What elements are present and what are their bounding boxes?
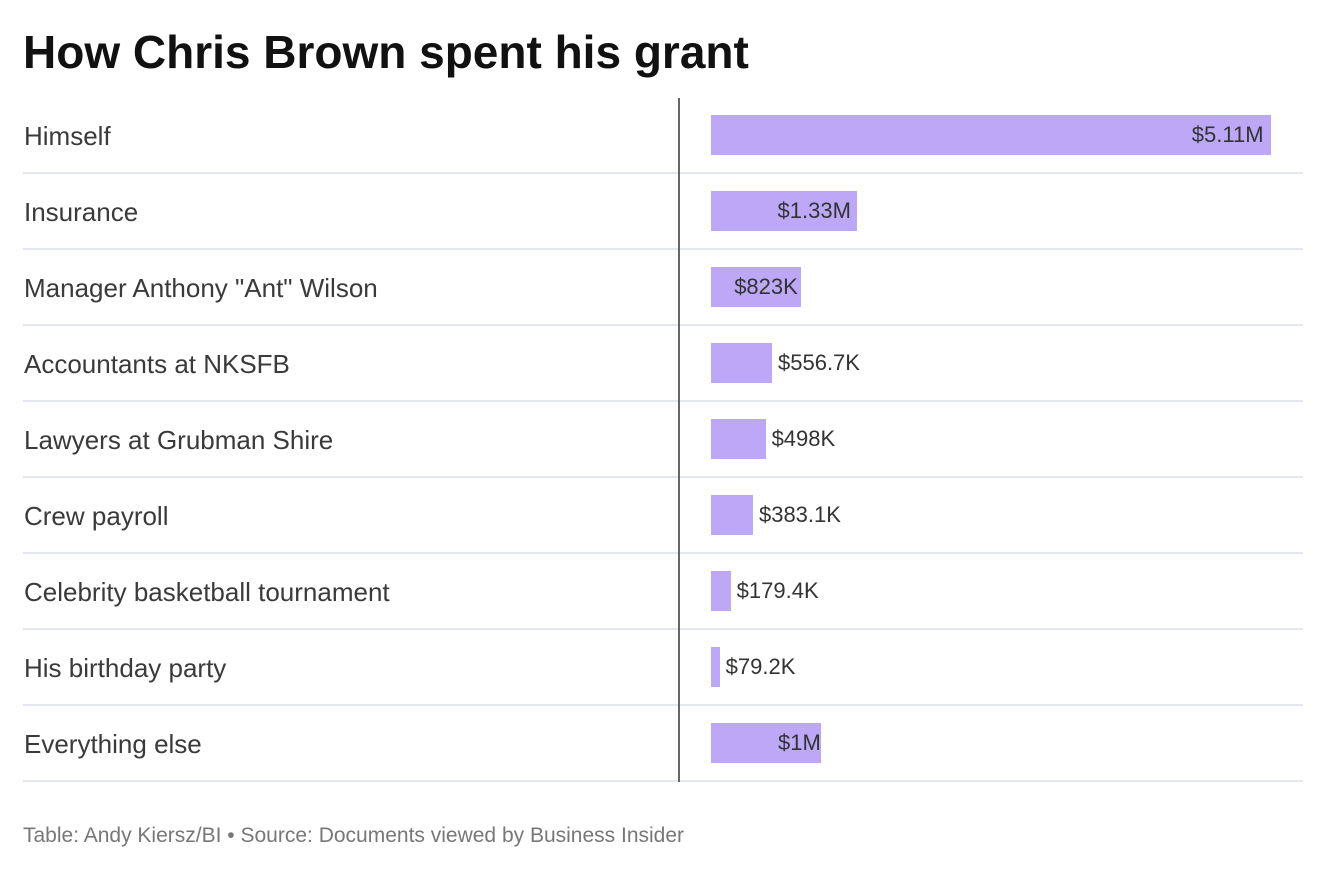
table-row: Everything else $1M: [23, 706, 1303, 782]
table-row: Manager Anthony "Ant" Wilson $823K: [23, 250, 1303, 326]
bar-value-label: $5.11M: [1191, 122, 1264, 147]
bar-value-label: $1M: [777, 730, 821, 755]
bar: [711, 191, 857, 231]
chart-title: How Chris Brown spent his grant: [23, 26, 749, 78]
bar: [711, 647, 720, 687]
bar: [711, 723, 821, 763]
row-label: Manager Anthony "Ant" Wilson: [24, 273, 378, 303]
bar-value-label: $498K: [771, 426, 836, 451]
source-text: Source: Documents viewed by Business Ins…: [240, 824, 685, 847]
row-label: Accountants at NKSFB: [24, 349, 290, 379]
bar-cell: $556.7K: [678, 326, 1303, 402]
bar-value-label: $823K: [734, 274, 798, 299]
chart-footer: Table: Andy Kiersz/BI • Source: Document…: [23, 822, 684, 850]
row-label: Insurance: [24, 197, 139, 227]
bar: [711, 267, 802, 307]
row-label: Himself: [24, 121, 111, 151]
bar-value-label: $179.4K: [736, 578, 819, 603]
table-row: Accountants at NKSFB $556.7K: [23, 326, 1303, 402]
bar-cell: $1.33M: [678, 174, 1303, 250]
table-row: Himself $5.11M: [23, 98, 1303, 174]
credit-text: Table: Andy Kiersz/BI: [23, 824, 222, 847]
table-row: His birthday party $79.2K: [23, 630, 1303, 706]
row-label: Everything else: [24, 729, 202, 759]
bar-value-label: $383.1K: [758, 502, 841, 527]
bar-cell: $79.2K: [678, 630, 1303, 706]
row-label: Lawyers at Grubman Shire: [24, 425, 334, 455]
row-label: Crew payroll: [24, 501, 169, 531]
bar-cell: $383.1K: [678, 478, 1303, 554]
table-row: Celebrity basketball tournament $179.4K: [23, 554, 1303, 630]
bar-value-label: $556.7K: [778, 350, 860, 375]
table-row: Insurance $1.33M: [23, 174, 1303, 250]
bar-value-label: $1.33M: [777, 198, 851, 223]
bar: [711, 115, 1271, 155]
table-row: Crew payroll $383.1K: [23, 478, 1303, 554]
bar: [711, 343, 772, 383]
table-row: Lawyers at Grubman Shire $498K: [23, 402, 1303, 478]
row-label: Celebrity basketball tournament: [24, 577, 390, 607]
bar-value-label: $79.2K: [725, 654, 796, 679]
bar: [711, 419, 766, 459]
footer-separator: •: [227, 824, 235, 847]
row-label: His birthday party: [24, 653, 227, 683]
bar-cell: $5.11M: [678, 98, 1303, 174]
bar: [711, 571, 731, 611]
bar: [711, 495, 753, 535]
bar-cell: $1M: [678, 706, 1303, 782]
chart-table: Himself $5.11M Insurance $1.33M Manager Anth…: [23, 98, 1303, 782]
bar-cell: $823K: [678, 250, 1303, 326]
bar-cell: $498K: [678, 402, 1303, 478]
bar-cell: $179.4K: [678, 554, 1303, 630]
